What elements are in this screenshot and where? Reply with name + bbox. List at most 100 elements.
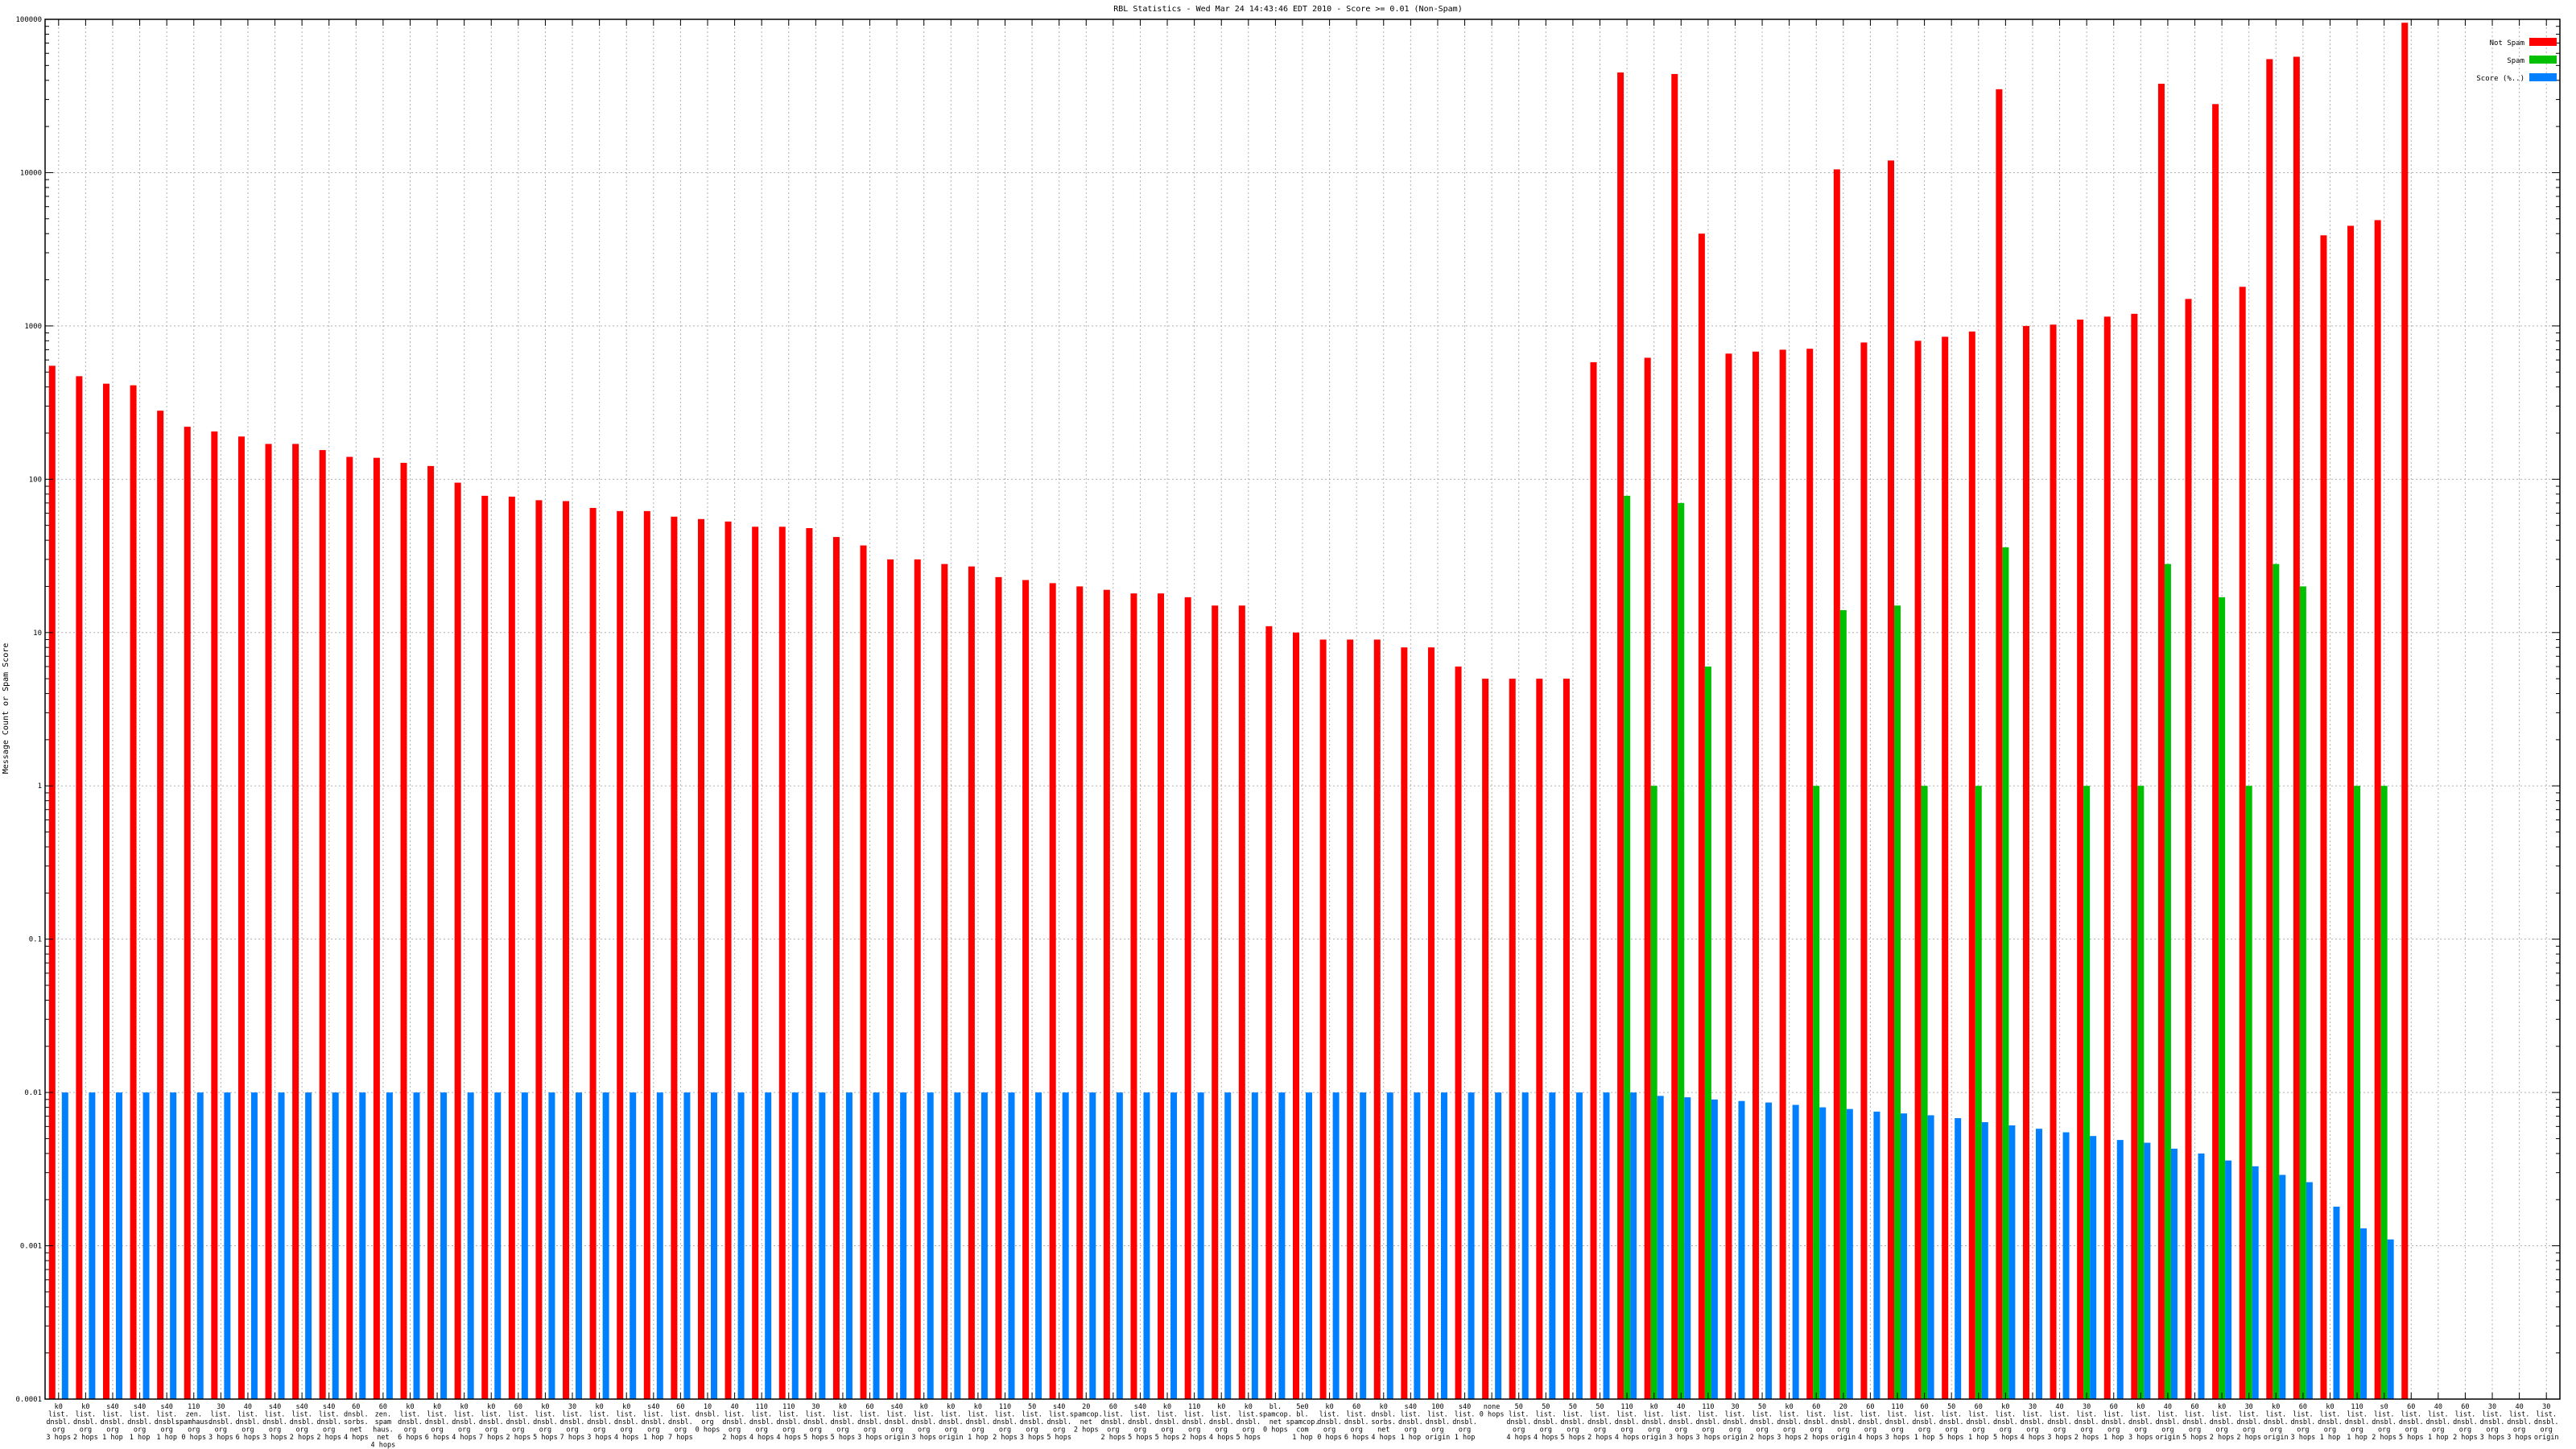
category-label-line: 3 hops [2480,1434,2505,1442]
category-label-line: 1 hop [2103,1434,2124,1442]
score-bar [440,1092,448,1399]
category-label-line: list. [589,1411,610,1419]
category-label-line: dnsbl. [1344,1418,1369,1426]
category-label-line: 20 [1839,1403,1847,1411]
category-label-line: 3 hops [911,1434,936,1442]
category-label-line: dnsbl. [1723,1418,1748,1426]
category-label-line: s40 [1134,1403,1146,1411]
category-label-line: dnsbl. [1885,1418,1910,1426]
non-spam-bar [265,444,272,1400]
non-spam-bar [2103,316,2111,1399]
category-label: 110 list. dnsbl. org 4 hops [776,1403,801,1442]
category-label-line: org [1810,1426,1823,1435]
category-label-line: dnsbl. [1804,1418,1829,1426]
score-bar [927,1092,934,1399]
category-label: k0 list. dnsbl. org 4 hops [452,1403,477,1442]
score-bar [142,1092,150,1399]
category-label-line: k0 [595,1403,603,1411]
category-label-line: org [2161,1426,2174,1435]
category-label-line: list. [2239,1411,2260,1419]
category-label-line: dnsbl. [1966,1418,1991,1426]
category-label-line: list. [2509,1411,2530,1419]
category-label-line: dnsbl. [2047,1418,2072,1426]
legend-label: Score (%..) [2476,75,2524,83]
category-label-line: list. [2076,1411,2097,1419]
category-label: 110 list. dnsbl. org 3 hops [1885,1403,1910,1442]
category-label-line: org [729,1426,741,1435]
category-label-line: org [2405,1426,2417,1435]
category-label-line: list. [1157,1411,1178,1419]
category-label-line: org [1972,1426,1984,1435]
category-label-line: 60 [379,1403,387,1411]
category-label-line: 3 hops [2291,1434,2316,1442]
score-bar [873,1092,880,1399]
category-label-line: 110 [782,1403,795,1411]
category-label-line: org [1891,1426,1903,1435]
category-label: 30 list. dnsbl. org origin [1723,1403,1748,1442]
category-label-line: zen. [186,1411,202,1419]
category-label-line: 6 hops [425,1434,450,1442]
category-label: s0 list. dnsbl. org 2 hops [2372,1403,2396,1442]
score-bar [521,1092,528,1399]
score-bar [1197,1092,1204,1399]
category-label-line: 2 hops [290,1434,315,1442]
category-label: 30 list. dnsbl. org 7 hops [560,1403,585,1442]
category-label-line: 1 hop [2428,1434,2449,1442]
category-label-line: spamcop. [1259,1411,1292,1419]
category-label-line: s40 [269,1403,281,1411]
score-bar [1684,1097,1691,1399]
score-bar [1575,1092,1583,1399]
category-label: 40 list. dnsbl. org origin [2156,1403,2181,1442]
non-spam-bar [1347,639,1354,1399]
category-label-line: org [2000,1426,2012,1435]
score-bar [2035,1129,2042,1399]
category-label-line: origin [2264,1434,2289,1442]
legend-swatch-spam-bar [2529,56,2557,64]
category-label-line: 2 hops [2236,1434,2261,1442]
category-label-line: 3 hops [208,1434,233,1442]
category-label-line: org [999,1426,1011,1435]
score-bar [305,1092,312,1399]
non-spam-bar [1779,349,1786,1399]
category-label-line: dnsbl. [1993,1418,2018,1426]
non-spam-bar [1536,679,1543,1399]
category-label-line: 3 hops [46,1434,71,1442]
non-spam-bar [1833,169,1840,1399]
category-label-line: org [1405,1426,1417,1435]
category-label-line: org [1620,1426,1633,1435]
category-label: 30 list. dnsbl. org 4 hops [2021,1403,2046,1442]
non-spam-bar [1427,647,1435,1399]
score-bar [1008,1092,1015,1399]
non-spam-bar [1698,233,1705,1399]
category-label-line: org [1567,1426,1579,1435]
category-label-line: 5 hops [1939,1434,1964,1442]
category-label-line: org [1188,1426,1200,1435]
non-spam-bar [1752,351,1760,1399]
category-label-line: 4 hops [1858,1434,1883,1442]
non-spam-bar [2374,220,2381,1400]
category-label-line: 3 hops [587,1434,612,1442]
category-label-line: dnsbl. [2399,1418,2424,1426]
y-tick-label: 0.001 [20,1243,42,1251]
category-label-line: org [2297,1426,2309,1435]
category-label: 60 list. dnsbl. org 2 hops [1101,1403,1126,1442]
y-tick-label: 10000 [20,169,42,177]
category-label-line: 60 [2461,1403,2469,1411]
non-spam-bar [2293,56,2300,1399]
category-label-line: 30 [2488,1403,2496,1411]
category-label-line: 2 hops [993,1434,1018,1442]
category-label-line: dnsbl. [290,1418,315,1426]
non-spam-bar [1968,331,1975,1400]
category-label-line: 7 hops [560,1434,585,1442]
category-label-line: 1 hop [1401,1434,1422,1442]
category-label-line: 110 [1188,1403,1200,1411]
category-label-line: dnsbl. [803,1418,828,1426]
category-label: 110 list. dnsbl. org 1 hop [2345,1403,2370,1442]
category-label: 60 list. dnsbl. org 2 hops [2453,1403,2478,1442]
category-label-line: org [1351,1426,1363,1435]
category-label-line: 30 [811,1403,819,1411]
category-label-line: 4 hops [1615,1434,1640,1442]
category-label: 50 list. dnsbl. org 3 hops [1020,1403,1045,1442]
non-spam-bar [237,436,245,1399]
category-label-line: list. [454,1411,475,1419]
